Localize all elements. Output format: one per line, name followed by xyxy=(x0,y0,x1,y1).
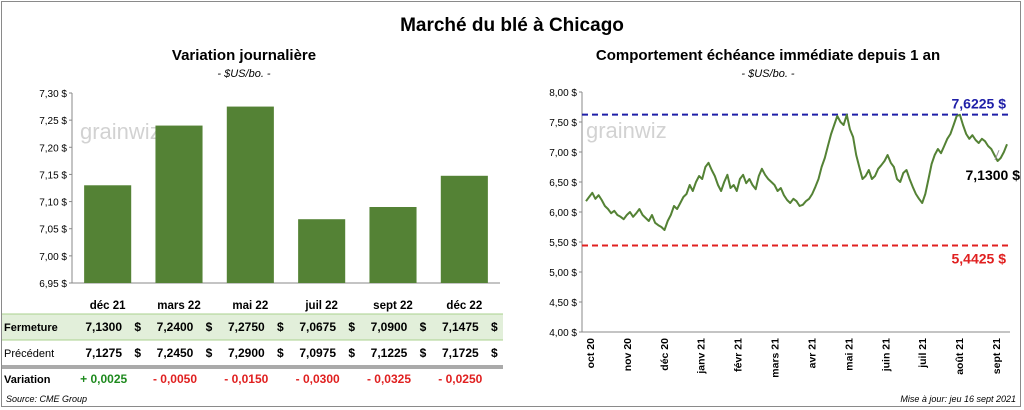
left-bars xyxy=(84,106,488,283)
table-row-label: Précédent xyxy=(4,348,54,360)
table-cell: 7,1300 xyxy=(85,320,122,334)
right-x-label: oct 20 xyxy=(585,338,597,369)
left-bar xyxy=(84,185,132,283)
table-cell: - 0,0325 xyxy=(367,372,411,386)
table-cell-unit: $ xyxy=(134,346,141,360)
update-note: Mise à jour: jeu 16 sept 2021 xyxy=(900,394,1016,404)
table-cell: - 0,0300 xyxy=(296,372,340,386)
right-x-label: févr 21 xyxy=(733,338,745,372)
table-cell-unit: $ xyxy=(277,320,284,334)
left-x-label: sept 22 xyxy=(373,300,413,312)
table-cell: 7,2750 xyxy=(228,320,265,334)
left-tick-label: 6,95 $ xyxy=(39,279,67,290)
table-cell-unit: $ xyxy=(491,320,498,334)
left-tick-label: 7,05 $ xyxy=(39,225,67,236)
source-note: Source: CME Group xyxy=(6,394,87,404)
table-cell: 7,0900 xyxy=(371,320,408,334)
table-row-label: Variation xyxy=(4,374,51,386)
right-tick-label: 6,00 $ xyxy=(549,208,577,219)
left-x-label: juil 22 xyxy=(304,300,338,312)
right-x-label: juil 21 xyxy=(917,338,929,369)
right-y-axis: 4,00 $ 4,50 $ 5,00 $ 5,50 $ 6,00 $ 6,50 $ 7,00… xyxy=(549,88,1010,339)
left-tick-label: 7,15 $ xyxy=(39,170,67,181)
right-chart-title: Comportement échéance immédiate depuis 1… xyxy=(596,47,940,64)
table-cell: 7,1725 xyxy=(442,346,479,360)
left-bar xyxy=(155,125,203,283)
left-tick-label: 7,30 $ xyxy=(39,89,67,100)
table-row-label: Fermeture xyxy=(4,322,58,334)
table-cell: 7,2400 xyxy=(157,320,194,334)
table-cell-unit: $ xyxy=(348,346,355,360)
left-x-label: déc 22 xyxy=(446,300,482,312)
left-bar xyxy=(298,219,346,283)
right-tick-label: 8,00 $ xyxy=(549,88,577,99)
price-line xyxy=(585,113,1008,231)
right-x-label: mars 21 xyxy=(770,338,782,378)
table-cell-unit: $ xyxy=(277,346,284,360)
table-cell: 7,1475 xyxy=(442,320,479,334)
reference-lines: 7,6225 $ 5,4425 $ xyxy=(582,96,1010,266)
table-cell-unit: $ xyxy=(206,346,213,360)
table-cell: 7,1275 xyxy=(85,346,122,360)
price-series: 7,1300 $ xyxy=(585,113,1021,231)
table-cell: - 0,0250 xyxy=(438,372,482,386)
left-bar xyxy=(226,106,274,283)
right-x-label: avr 21 xyxy=(806,338,818,369)
left-x-labels: déc 21 mars 22 mai 22 juil 22 sept 22 déc 22 xyxy=(90,300,482,312)
table-cell-unit: $ xyxy=(348,320,355,334)
right-x-labels: oct 20 nov 20 déc 20 janv 21 févr 21 mars 21 a… xyxy=(585,338,1003,378)
table-cell-unit: $ xyxy=(206,320,213,334)
table-cell: - 0,0050 xyxy=(153,372,197,386)
reference-label: 5,4425 $ xyxy=(952,250,1007,266)
table-cell-unit: $ xyxy=(420,346,427,360)
right-tick-label: 7,50 $ xyxy=(549,118,577,129)
right-tick-label: 7,00 $ xyxy=(549,148,577,159)
right-x-label: août 21 xyxy=(954,338,966,375)
right-tick-label: 5,50 $ xyxy=(549,238,577,249)
left-tick-label: 7,20 $ xyxy=(39,143,67,154)
right-x-label: mai 21 xyxy=(843,338,855,371)
last-value-label: 7,1300 $ xyxy=(966,167,1021,183)
right-x-label: nov 20 xyxy=(622,338,634,371)
right-tick-label: 6,50 $ xyxy=(549,178,577,189)
right-tick-label: 4,50 $ xyxy=(549,298,577,309)
right-chart-subtitle: - $US/bo. - xyxy=(741,68,795,80)
reference-label: 7,6225 $ xyxy=(952,96,1007,112)
right-x-label: sept 21 xyxy=(991,338,1003,374)
table-cell: 7,2450 xyxy=(157,346,194,360)
table-cell-unit: $ xyxy=(420,320,427,334)
data-table: Fermeture 7,1300 $7,2400 $7,2750 $7,0675 $7,0… xyxy=(4,320,498,386)
right-x-label: janv 21 xyxy=(696,338,708,375)
right-x-label: juin 21 xyxy=(880,338,892,372)
table-cell: + 0,0025 xyxy=(80,372,127,386)
table-cell: 7,1225 xyxy=(371,346,408,360)
left-chart-title: Variation journalière xyxy=(172,47,316,64)
table-cell: - 0,0150 xyxy=(224,372,268,386)
left-x-label: déc 21 xyxy=(90,300,126,312)
right-tick-label: 5,00 $ xyxy=(549,268,577,279)
left-tick-label: 7,10 $ xyxy=(39,198,67,209)
table-cell-unit: $ xyxy=(134,320,141,334)
left-bar xyxy=(369,207,417,283)
right-watermark: grainwiz xyxy=(586,118,667,143)
left-bar xyxy=(440,175,488,283)
last-value-leader xyxy=(994,150,1000,161)
left-watermark: grainwiz xyxy=(80,119,161,144)
right-tick-label: 4,00 $ xyxy=(549,328,577,339)
left-x-label: mai 22 xyxy=(232,300,268,312)
main-title: Marché du blé à Chicago xyxy=(400,15,624,36)
table-cell-unit: $ xyxy=(491,346,498,360)
left-x-label: mars 22 xyxy=(157,300,200,312)
left-chart-subtitle: - $US/bo. - xyxy=(217,68,271,80)
left-tick-label: 7,25 $ xyxy=(39,116,67,127)
table-cell: 7,0675 xyxy=(299,320,336,334)
right-x-label: déc 20 xyxy=(659,338,671,371)
table-cell: 7,2900 xyxy=(228,346,265,360)
left-tick-label: 7,00 $ xyxy=(39,252,67,263)
table-highlight-row xyxy=(2,314,503,340)
left-y-axis: 6,95 $ 7,00 $ 7,05 $ 7,10 $ 7,15 $ 7,20 $ 7,25… xyxy=(39,89,500,290)
table-cell: 7,0975 xyxy=(299,346,336,360)
